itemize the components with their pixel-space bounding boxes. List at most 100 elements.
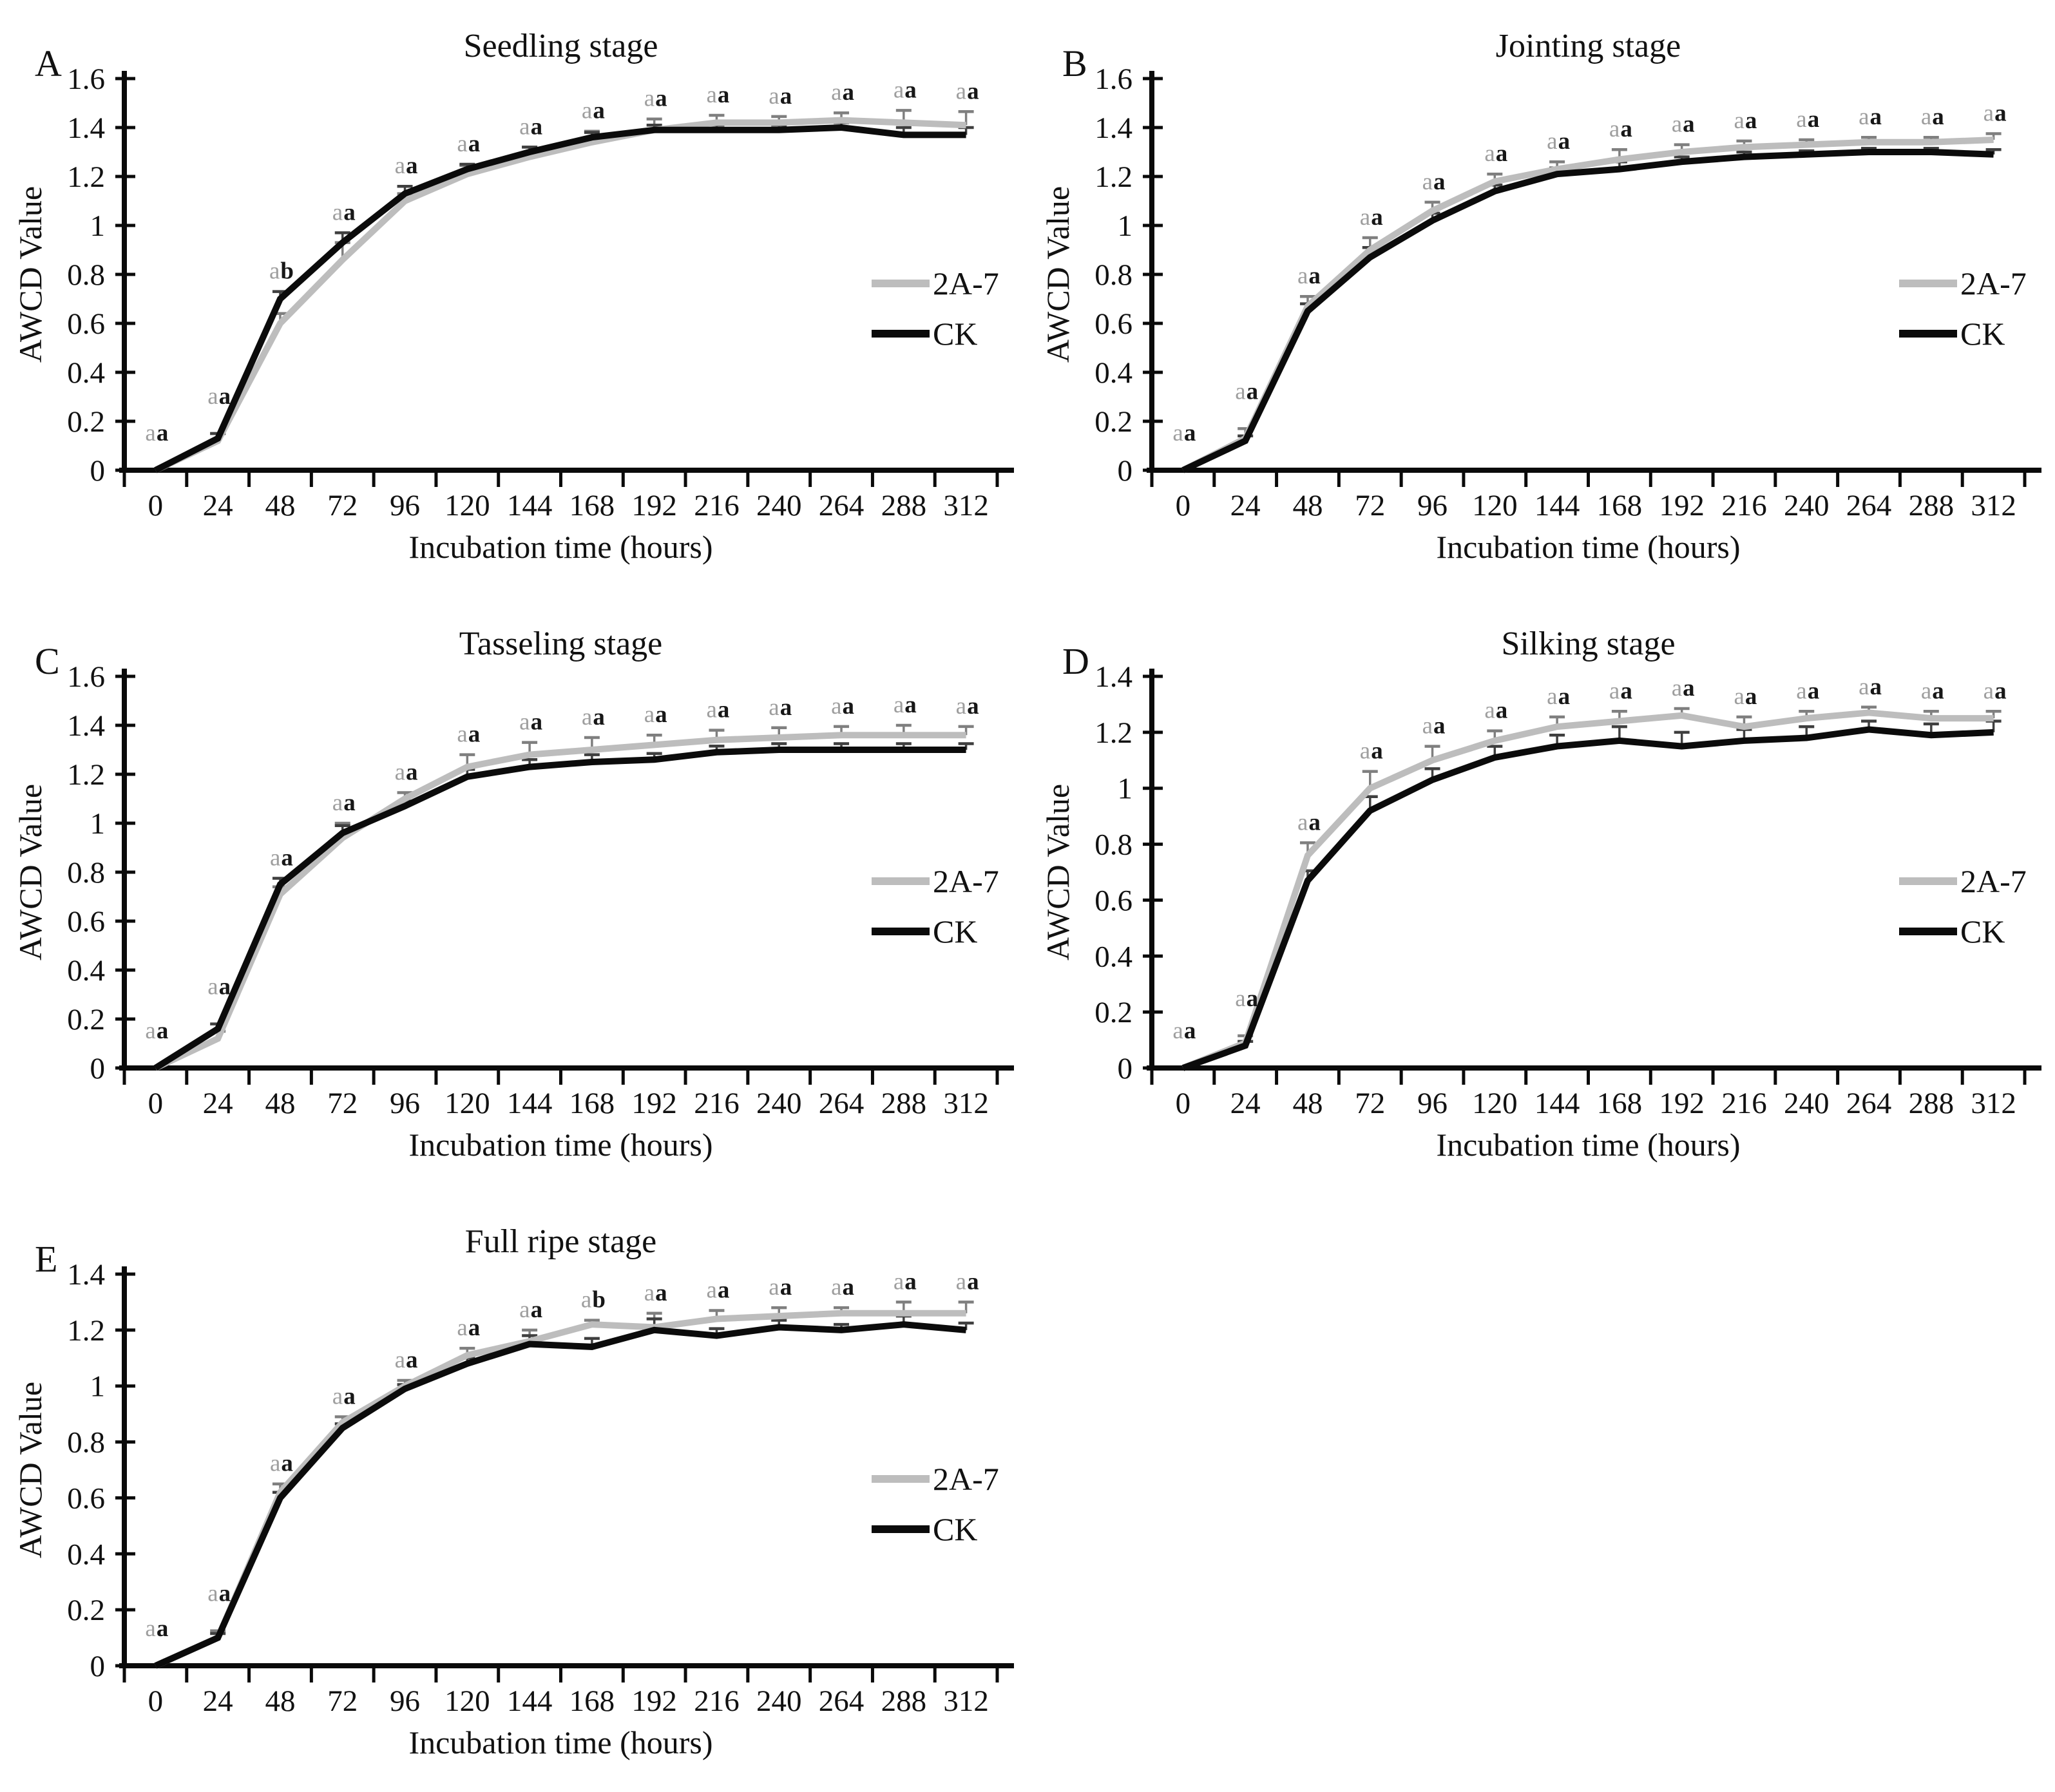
y-tick-label: 0.2 (67, 1003, 105, 1036)
x-tick-label: 312 (943, 489, 989, 522)
x-tick-label: 240 (756, 489, 802, 522)
series-line-2a-7 (153, 117, 966, 473)
point-label: aa (769, 83, 792, 110)
series-line-ck (1181, 726, 1994, 1071)
point-label: aa (394, 1347, 417, 1373)
point-label: aa (1359, 738, 1382, 765)
y-tick-label: 0.6 (1094, 307, 1133, 341)
point-label: aa (1172, 420, 1196, 446)
panel-letter: A (35, 43, 62, 84)
y-tick-label: 0.8 (1094, 828, 1133, 862)
y-tick-label: 0 (90, 1052, 105, 1085)
y-tick-label: 1.4 (1094, 660, 1133, 694)
series-line-ck (1181, 149, 1994, 473)
point-label: ab (269, 258, 293, 285)
y-tick-label: 1 (1117, 772, 1133, 806)
chart-title: Tasseling stage (459, 625, 662, 662)
point-label: aa (1297, 809, 1320, 835)
y-tick-label: 0.8 (67, 1426, 105, 1460)
figure-cell-e: E Full ripe stage AWCD Value Incubation tim… (0, 1205, 1028, 1792)
y-tick-label: 1.6 (67, 62, 105, 96)
x-tick-label: 240 (1784, 1087, 1830, 1120)
point-label: aa (394, 153, 417, 179)
point-label: aa (769, 1274, 792, 1301)
legend-label-ck: CK (1960, 913, 2005, 949)
x-tick-label: 48 (265, 489, 295, 522)
panel-e-full-ripe-stage-chart: E Full ripe stage AWCD Value Incubation tim… (12, 1215, 1017, 1782)
x-axis-label: Incubation time (hours) (408, 529, 712, 565)
y-axis-label: AWCD Value (1040, 186, 1076, 363)
x-tick-label: 240 (756, 1684, 802, 1718)
x-tick-label: 168 (569, 489, 615, 522)
point-label: aa (831, 1274, 854, 1301)
point-label: aa (1734, 683, 1757, 710)
y-tick-label: 0.8 (67, 856, 105, 890)
point-label: aa (1484, 140, 1507, 167)
point-label: aa (1671, 111, 1694, 138)
y-tick-label: 0.4 (1094, 940, 1133, 973)
y-tick-label: 1 (1117, 209, 1133, 243)
point-label: aa (519, 1297, 542, 1323)
x-tick-label: 0 (1175, 1087, 1190, 1120)
point-label: aa (581, 704, 604, 730)
point-label: aa (145, 420, 168, 446)
x-tick-label: 96 (390, 1087, 420, 1120)
x-tick-label: 192 (631, 1684, 677, 1718)
point-label: aa (581, 98, 604, 124)
figure-cell-b: B Jointing stage AWCD Value Incubation time… (1028, 9, 2055, 596)
series-line-ck (153, 124, 966, 473)
legend-label-ck: CK (1960, 316, 2005, 352)
x-tick-label: 288 (881, 1087, 926, 1120)
x-tick-label: 144 (506, 1087, 552, 1120)
chart-svg-b: B Jointing stage AWCD Value Incubation time… (1040, 28, 2041, 565)
x-tick-label: 0 (1175, 489, 1190, 522)
series-line-ck (153, 1321, 966, 1669)
x-tick-label: 240 (756, 1087, 802, 1120)
x-tick-label: 0 (148, 1087, 163, 1120)
x-tick-label: 120 (444, 1087, 490, 1120)
point-label: aa (145, 1616, 168, 1642)
x-tick-label: 0 (148, 489, 163, 522)
y-tick-label: 1.6 (67, 660, 105, 694)
point-label: aa (1484, 698, 1507, 724)
x-tick-label: 96 (390, 489, 420, 522)
series-line-2a-7 (1181, 709, 1994, 1071)
point-label: aa (1547, 128, 1570, 155)
x-tick-label: 48 (265, 1087, 295, 1120)
x-axis-label: Incubation time (hours) (1436, 529, 1740, 565)
x-axis-label: Incubation time (hours) (408, 1724, 712, 1760)
y-tick-label: 0.2 (67, 1594, 105, 1627)
point-label: aa (644, 1280, 667, 1306)
series-line-2a-7 (153, 1310, 966, 1669)
y-tick-label: 1.2 (67, 1314, 105, 1348)
x-axis-label: Incubation time (hours) (408, 1127, 712, 1163)
x-tick-label: 264 (1846, 489, 1891, 522)
x-tick-label: 264 (1846, 1087, 1891, 1120)
panel-letter: E (35, 1238, 57, 1280)
y-tick-label: 1.4 (1094, 111, 1133, 145)
x-tick-label: 216 (694, 489, 740, 522)
chart-svg-c: C Tasseling stage AWCD Value Incubation tim… (12, 625, 1014, 1163)
point-label: aa (1422, 169, 1445, 195)
point-label: aa (893, 77, 916, 103)
x-tick-label: 24 (1230, 489, 1260, 522)
y-tick-label: 1.4 (67, 1258, 105, 1292)
point-label: aa (332, 199, 355, 225)
y-tick-label: 1.2 (67, 160, 105, 194)
series-line-ck (153, 747, 966, 1071)
figure-cell-empty (1028, 1205, 2055, 1792)
y-tick-label: 1 (90, 209, 105, 243)
x-tick-label: 192 (1659, 1087, 1705, 1120)
y-tick-label: 0 (1117, 1052, 1133, 1085)
y-tick-label: 0.6 (67, 905, 105, 939)
y-tick-label: 0 (90, 454, 105, 488)
point-label: aa (207, 383, 231, 410)
y-tick-label: 0.2 (67, 405, 105, 439)
panel-c-tasseling-stage-chart: C Tasseling stage AWCD Value Incubation tim… (12, 617, 1017, 1184)
point-label: aa (457, 131, 480, 157)
point-label: aa (1422, 713, 1445, 739)
point-label: aa (269, 1451, 292, 1477)
x-tick-label: 168 (569, 1684, 615, 1718)
chart-svg-d: D Silking stage AWCD Value Incubation time … (1040, 625, 2041, 1163)
